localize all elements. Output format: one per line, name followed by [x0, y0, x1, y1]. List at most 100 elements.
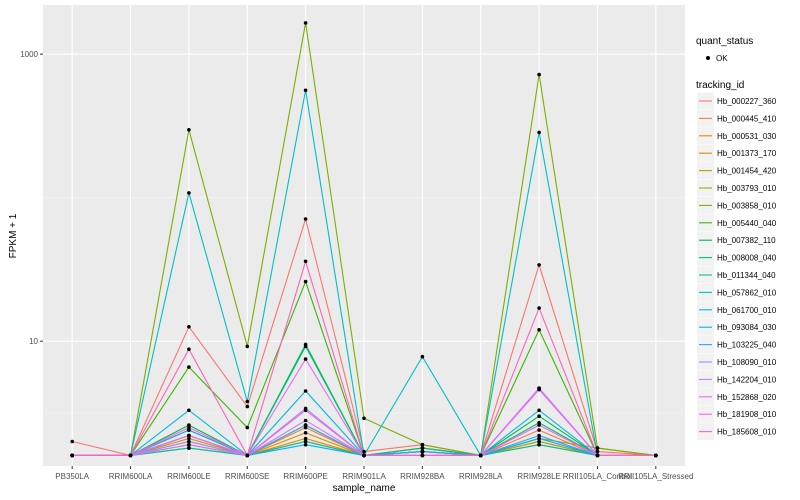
x-axis: PB350LA RRIM600LA RRIM600LE RRIM600SE RRIM60… [55, 466, 693, 481]
x-tick-label: RRII105LA_Control [563, 472, 633, 481]
data-point [537, 428, 541, 432]
legend-label: Hb_011344_040 [717, 271, 776, 280]
y-axis-title: FPKM + 1 [8, 213, 19, 258]
data-point [537, 328, 541, 332]
legend-label: Hb_108090_010 [717, 358, 777, 367]
x-axis-title: sample_name [333, 483, 396, 494]
legend-label: Hb_093084_030 [717, 323, 777, 332]
series-points [70, 21, 658, 458]
data-point [303, 357, 308, 361]
data-point [187, 425, 191, 430]
data-point [187, 442, 191, 447]
data-point [187, 439, 191, 444]
data-point [420, 449, 425, 454]
data-point [303, 217, 308, 221]
legend-label: Hb_003793_010 [717, 184, 777, 193]
legend-label: Hb_008008_040 [717, 254, 777, 263]
data-point [537, 387, 541, 392]
data-point [245, 344, 250, 349]
data-point [245, 399, 250, 404]
data-point [303, 21, 308, 25]
data-point [187, 433, 191, 438]
x-tick-label: RRIM901LA [342, 472, 386, 481]
legend-label: Hb_000445_410 [717, 114, 777, 123]
data-point [303, 344, 308, 349]
x-tick-label: RRIM600PE [283, 472, 327, 481]
x-tick-label: RRIM600LA [109, 472, 153, 481]
data-point [537, 439, 541, 444]
shape-legend-key-ok [706, 56, 710, 60]
data-point [303, 88, 308, 93]
data-point [303, 425, 308, 430]
data-point [595, 449, 600, 454]
legend-label: Hb_000531_030 [717, 132, 777, 141]
data-point [537, 442, 541, 447]
data-point [70, 453, 74, 458]
data-point [187, 436, 191, 441]
data-point [537, 423, 541, 427]
legend-label: Hb_003858_010 [717, 201, 777, 210]
data-point [420, 354, 425, 359]
data-point [537, 414, 541, 419]
color-legend: tracking_id Hb_000227_360 Hb_000445_410 Hb… [696, 80, 777, 441]
legend-label: Hb_000227_360 [717, 97, 777, 106]
data-point [187, 347, 191, 352]
data-point [537, 263, 541, 267]
data-point [70, 439, 74, 444]
data-point [303, 389, 308, 393]
data-point [303, 431, 308, 435]
x-tick-label: RRIM928LE [517, 472, 561, 481]
data-point [303, 279, 308, 284]
legend-label: Hb_005440_040 [717, 219, 777, 228]
x-tick-label: PB350LA [55, 472, 89, 481]
data-point [537, 72, 541, 77]
data-point [187, 408, 191, 413]
shape-legend: quant_status OK [696, 36, 753, 63]
data-point [537, 436, 541, 441]
x-tick-label: RRIM600LE [167, 472, 211, 481]
legend-label: Hb_142204_010 [717, 375, 777, 384]
data-point [245, 425, 250, 430]
x-tick-label: RRIM928LA [459, 472, 503, 481]
y-tick-label: 1000 [20, 50, 38, 59]
data-point [362, 449, 366, 454]
legend-label: Hb_185608_010 [717, 428, 777, 437]
shape-legend-label-ok: OK [716, 54, 728, 63]
data-point [187, 423, 191, 427]
legend-label: Hb_007382_110 [717, 236, 776, 245]
legend-label: Hb_152868_020 [717, 393, 777, 402]
legend-label: Hb_181908_010 [717, 410, 777, 419]
legend-label: Hb_061700_010 [717, 306, 777, 315]
data-point [537, 408, 541, 413]
data-point [245, 404, 250, 409]
data-point [420, 446, 425, 450]
data-point [303, 408, 308, 413]
x-tick-label: RRII105LA_Stressed [618, 472, 693, 481]
data-point [303, 442, 308, 447]
legend-label: Hb_001454_420 [717, 167, 777, 176]
data-point [537, 130, 541, 135]
shape-legend-title: quant_status [696, 36, 753, 47]
grid-major [43, 5, 685, 466]
y-axis: 10 1000 [20, 50, 43, 346]
data-point [420, 453, 425, 458]
data-point [537, 306, 541, 310]
data-point [187, 365, 191, 369]
data-point [362, 453, 366, 458]
data-point [654, 453, 658, 458]
x-tick-label: RRIM928BA [400, 472, 445, 481]
data-point [595, 453, 600, 458]
x-tick-label: RRIM600SE [225, 472, 269, 481]
data-point [187, 191, 191, 195]
y-tick-label: 10 [29, 337, 38, 346]
data-point [128, 453, 133, 458]
color-legend-title: tracking_id [696, 80, 744, 91]
data-point [595, 446, 600, 450]
data-point [303, 259, 308, 264]
legend-label: Hb_103225_040 [717, 341, 777, 350]
data-point [303, 436, 308, 441]
data-point [187, 446, 191, 450]
data-point [187, 428, 191, 432]
data-point [303, 439, 308, 444]
